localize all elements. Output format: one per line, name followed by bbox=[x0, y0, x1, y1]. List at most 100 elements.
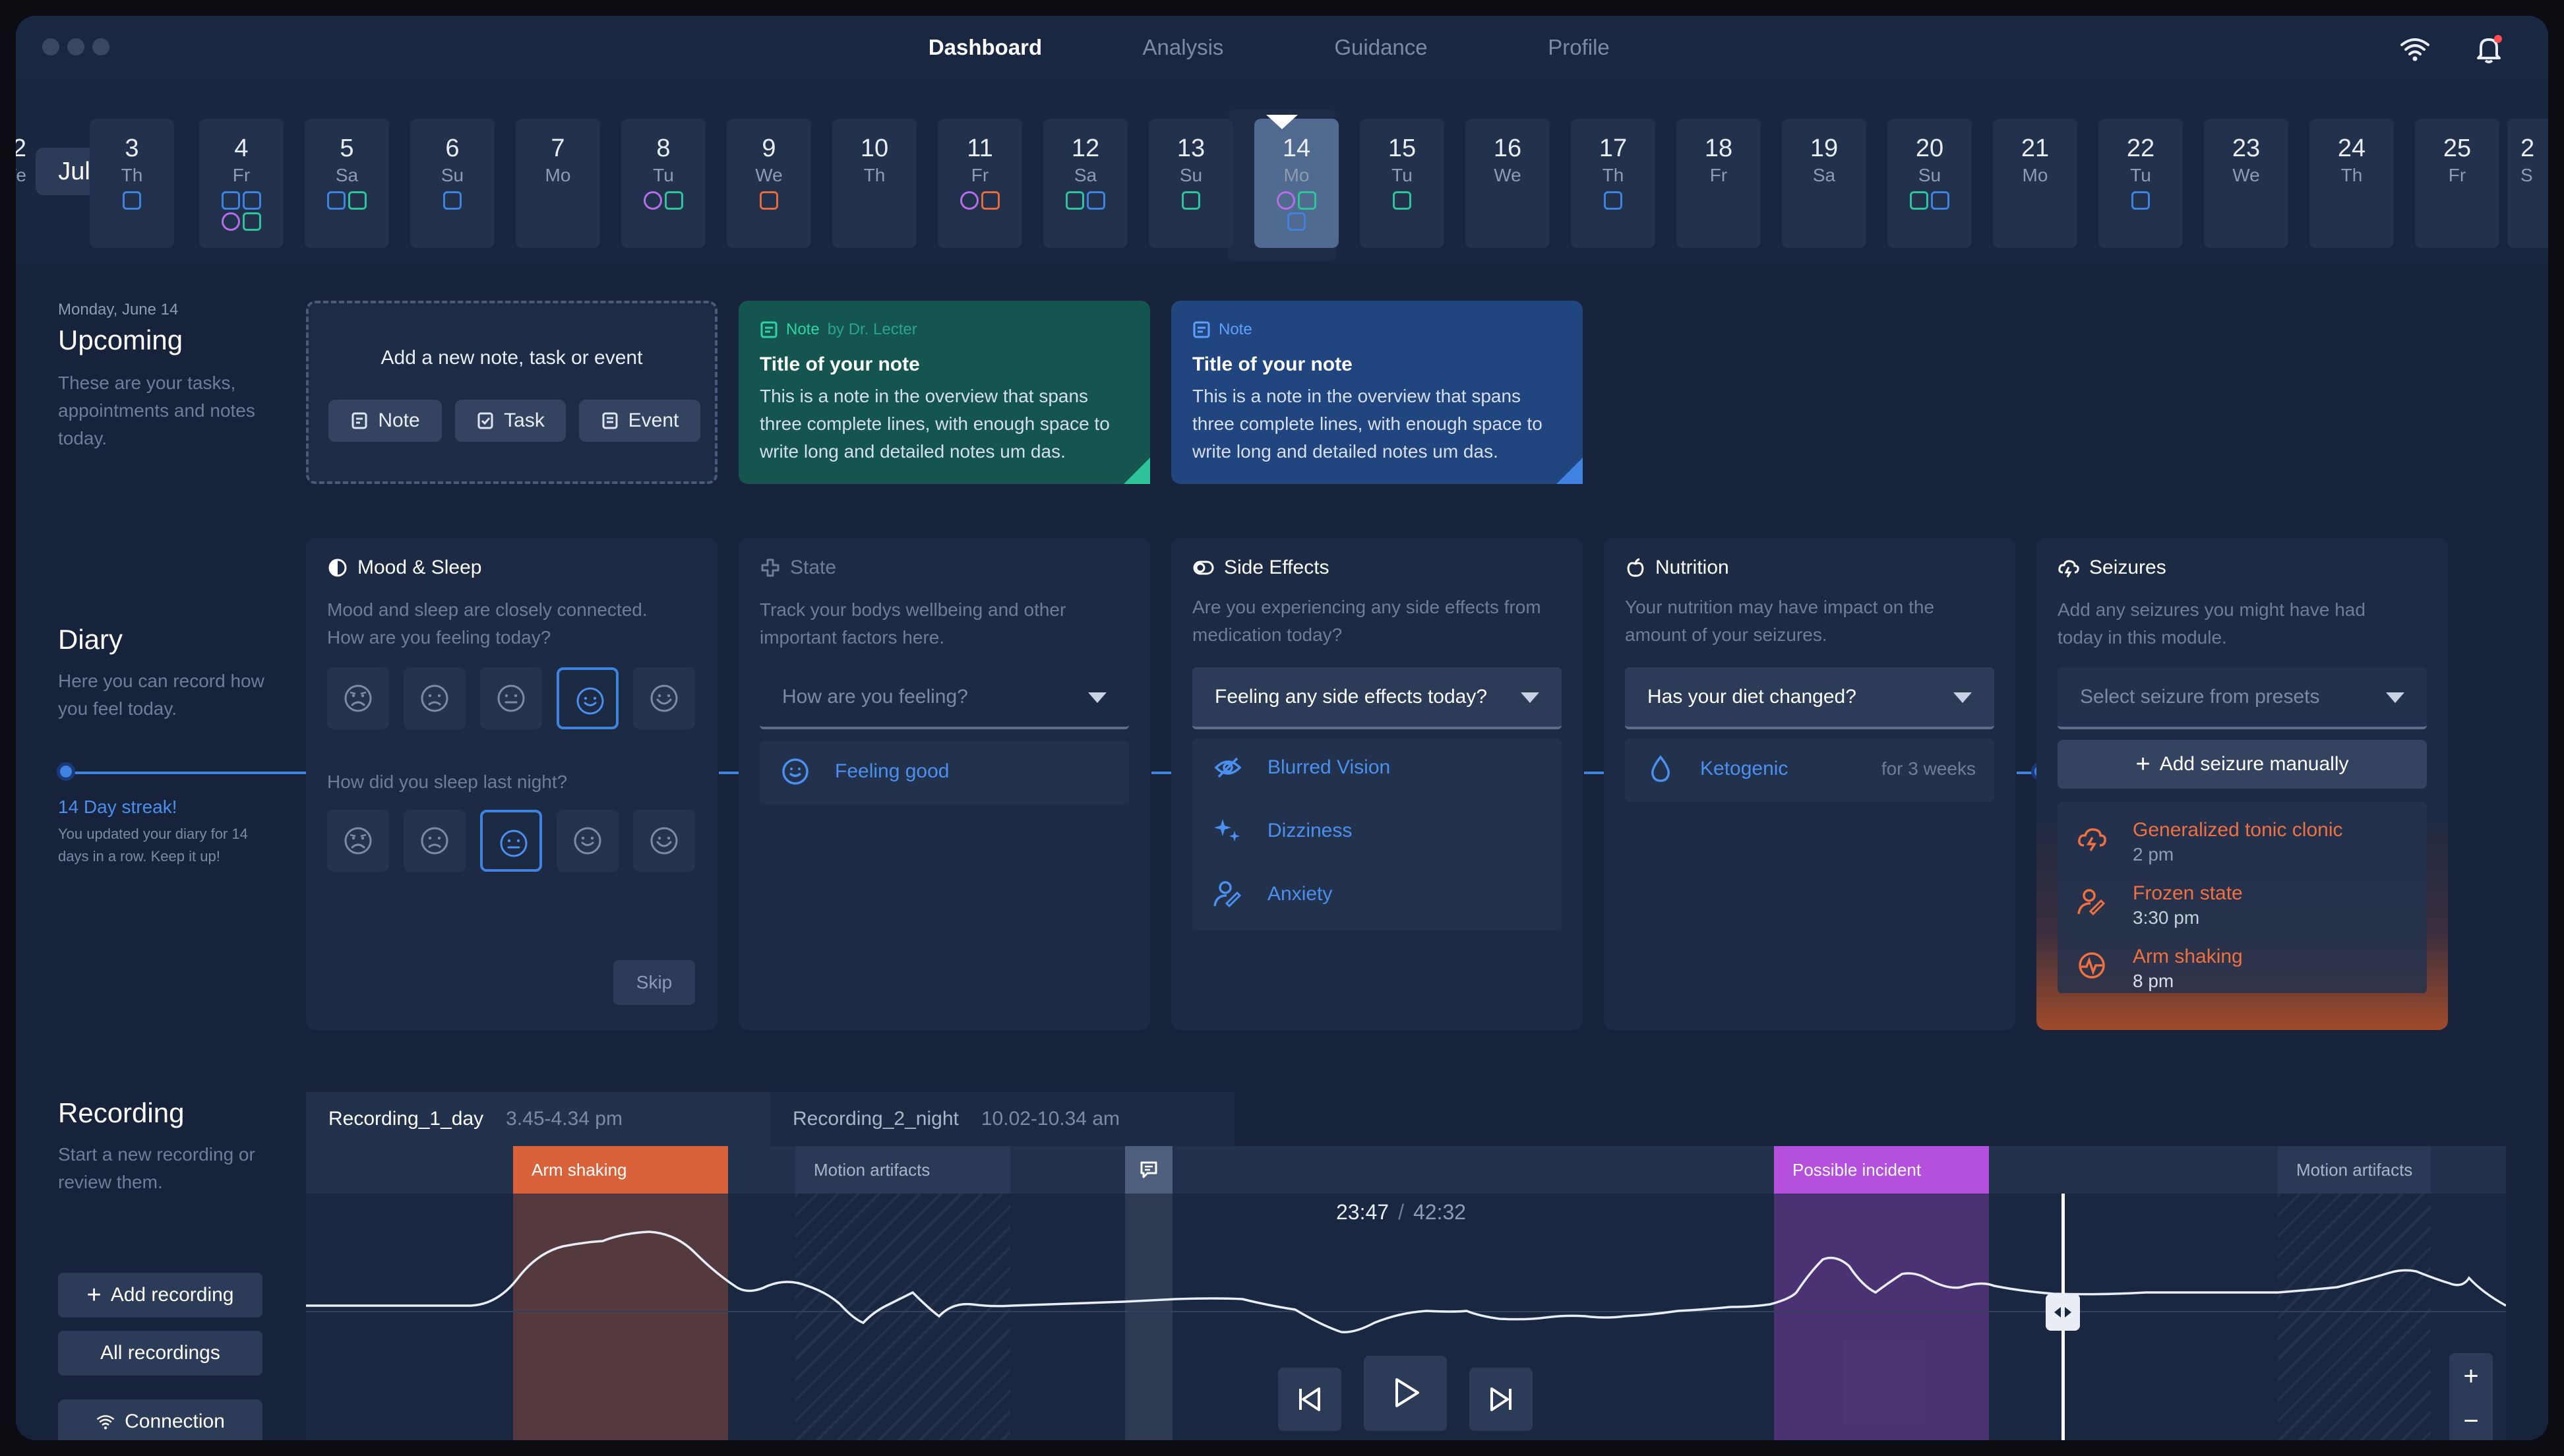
skip-back-button[interactable] bbox=[1278, 1368, 1341, 1431]
seizure-item[interactable]: Frozen state 3:30 pm bbox=[2076, 877, 2419, 930]
calendar-day-3[interactable]: 3 Th bbox=[90, 119, 174, 248]
recording-tab-2[interactable]: Recording_2_night 10.02-10.34 am bbox=[770, 1092, 1235, 1146]
nutrition-item[interactable]: Ketogenic bbox=[1645, 753, 1788, 785]
skip-button[interactable]: Skip bbox=[613, 960, 695, 1005]
note-card-1[interactable]: Note by Dr. Lecter Title of your note Th… bbox=[739, 301, 1150, 484]
seizures-title: Seizures bbox=[2089, 557, 2166, 578]
calendar-day-22[interactable]: 22 Tu bbox=[2098, 119, 2183, 248]
side-effect-item[interactable]: Dizziness bbox=[1212, 815, 1352, 847]
calendar-day-13[interactable]: 13 Su bbox=[1149, 119, 1233, 248]
connection-button[interactable]: Connection bbox=[58, 1399, 262, 1440]
nav-dashboard[interactable]: Dashboard bbox=[928, 35, 1043, 59]
side-effects-select[interactable]: Feeling any side effects today? bbox=[1192, 667, 1562, 729]
sleep-option-4[interactable] bbox=[557, 810, 619, 872]
mood-option-3[interactable] bbox=[480, 667, 542, 729]
calendar-day-number: 18 bbox=[1704, 135, 1733, 162]
playhead-handle[interactable] bbox=[2046, 1294, 2080, 1331]
calendar-day-21[interactable]: 21 Mo bbox=[1993, 119, 2077, 248]
calendar-day-icons bbox=[1043, 191, 1128, 210]
calendar-day-16[interactable]: 16 We bbox=[1465, 119, 1550, 248]
add-recording-button[interactable]: + Add recording bbox=[58, 1273, 262, 1318]
add-task-button[interactable]: Task bbox=[455, 400, 566, 442]
nutrition-select[interactable]: Has your diet changed? bbox=[1625, 667, 1994, 729]
sleep-option-3[interactable] bbox=[480, 810, 542, 872]
calendar-day-19[interactable]: 19 Sa bbox=[1782, 119, 1866, 248]
nav-guidance[interactable]: Guidance bbox=[1334, 35, 1428, 59]
calendar-day-18[interactable]: 18 Fr bbox=[1676, 119, 1761, 248]
app-window: Dashboard Analysis Guidance Profile 2 We… bbox=[16, 16, 2548, 1440]
seizures-desc: Add any seizures you might have had toda… bbox=[2058, 599, 2366, 648]
calendar-day-edge-left[interactable]: 2 We bbox=[16, 135, 26, 185]
task-icon bbox=[1066, 191, 1084, 210]
add-note-button[interactable]: Note bbox=[328, 400, 442, 442]
nav-profile[interactable]: Profile bbox=[1548, 35, 1610, 59]
side-effect-item[interactable]: Anxiety bbox=[1212, 878, 1332, 910]
bell-icon[interactable] bbox=[2473, 33, 2505, 65]
calendar-day-number: 4 bbox=[234, 135, 249, 162]
task-icon bbox=[1182, 191, 1200, 210]
note-card-2[interactable]: Note Title of your note This is a note i… bbox=[1171, 301, 1583, 484]
sleep-option-1[interactable] bbox=[327, 810, 389, 872]
calendar-day-8[interactable]: 8 Tu bbox=[621, 119, 706, 248]
calendar-day-number: 17 bbox=[1599, 135, 1628, 162]
mood-option-5[interactable] bbox=[633, 667, 695, 729]
calendar-day-6[interactable]: 6 Su bbox=[410, 119, 495, 248]
calendar-day-14[interactable]: 14 Mo bbox=[1254, 119, 1339, 248]
mood-option-4[interactable] bbox=[557, 667, 619, 729]
face-icon bbox=[574, 827, 601, 855]
calendar-day-9[interactable]: 9 We bbox=[727, 119, 811, 248]
note-icon bbox=[443, 191, 462, 210]
calendar-day-10[interactable]: 10 Th bbox=[832, 119, 917, 248]
calendar-day-4[interactable]: 4 Fr bbox=[199, 119, 284, 248]
motion-artifacts-tag[interactable]: Motion artifacts bbox=[2278, 1146, 2431, 1194]
add-event-button[interactable]: Event bbox=[579, 400, 700, 442]
state-item[interactable]: Feeling good bbox=[779, 756, 949, 787]
minimize-dot[interactable] bbox=[67, 38, 84, 55]
arm-shaking-tag[interactable]: Arm shaking bbox=[513, 1146, 728, 1194]
seizure-item[interactable]: Generalized tonic clonic 2 pm bbox=[2076, 814, 2419, 866]
side-effect-item[interactable]: Blurred Vision bbox=[1212, 752, 1390, 783]
calendar-day-number: 9 bbox=[762, 135, 776, 162]
note-icon bbox=[123, 191, 141, 210]
close-dot[interactable] bbox=[42, 38, 59, 55]
smile-icon bbox=[782, 758, 809, 785]
mood-option-1[interactable] bbox=[327, 667, 389, 729]
sleep-option-2[interactable] bbox=[404, 810, 466, 872]
calendar-day-17[interactable]: 17 Th bbox=[1571, 119, 1655, 248]
mood-option-2[interactable] bbox=[404, 667, 466, 729]
seizure-preset-select[interactable]: Select seizure from presets bbox=[2058, 667, 2427, 729]
nav-analysis[interactable]: Analysis bbox=[1142, 35, 1224, 59]
motion-artifacts-tag[interactable]: Motion artifacts bbox=[795, 1146, 1010, 1194]
window-controls[interactable] bbox=[42, 38, 109, 55]
note-type: Note bbox=[786, 320, 820, 338]
calendar-day-5[interactable]: 5 Sa bbox=[305, 119, 389, 248]
recording-timeline[interactable]: Arm shaking Motion artifacts Possible in… bbox=[306, 1146, 2506, 1440]
calendar-day-weekday: Th bbox=[863, 165, 886, 185]
skip-forward-button[interactable] bbox=[1469, 1368, 1533, 1431]
half-moon-icon bbox=[328, 559, 347, 577]
calendar-day-11[interactable]: 11 Fr bbox=[938, 119, 1022, 248]
zoom-in-button[interactable]: + bbox=[2463, 1362, 2479, 1391]
comment-tag[interactable] bbox=[1125, 1146, 1173, 1194]
maximize-dot[interactable] bbox=[92, 38, 109, 55]
state-select[interactable]: How are you feeling? bbox=[760, 667, 1129, 729]
event-icon bbox=[960, 191, 979, 210]
calendar-day-12[interactable]: 12 Sa bbox=[1043, 119, 1128, 248]
calendar-day-23[interactable]: 23 We bbox=[2204, 119, 2288, 248]
all-recordings-button[interactable]: All recordings bbox=[58, 1331, 262, 1376]
play-button[interactable] bbox=[1364, 1356, 1447, 1431]
calendar-day-weekday: We bbox=[755, 165, 783, 185]
recording-tab-1[interactable]: Recording_1_day 3.45-4.34 pm bbox=[306, 1092, 770, 1146]
calendar-day-edge-right[interactable]: 2 S bbox=[2507, 119, 2548, 248]
calendar-day-7[interactable]: 7 Mo bbox=[516, 119, 600, 248]
possible-incident-tag[interactable]: Possible incident bbox=[1774, 1146, 1989, 1194]
calendar-day-20[interactable]: 20 Su bbox=[1887, 119, 1972, 248]
seizure-item[interactable]: Arm shaking 8 pm bbox=[2076, 940, 2419, 993]
calendar-day-24[interactable]: 24 Th bbox=[2309, 119, 2394, 248]
sleep-option-5[interactable] bbox=[633, 810, 695, 872]
calendar-day-25[interactable]: 25 Fr bbox=[2415, 119, 2499, 248]
wifi-icon[interactable] bbox=[2399, 33, 2431, 65]
add-seizure-button[interactable]: + Add seizure manually bbox=[2058, 740, 2427, 789]
calendar-day-15[interactable]: 15 Tu bbox=[1360, 119, 1444, 248]
zoom-out-button[interactable]: − bbox=[2463, 1407, 2479, 1436]
